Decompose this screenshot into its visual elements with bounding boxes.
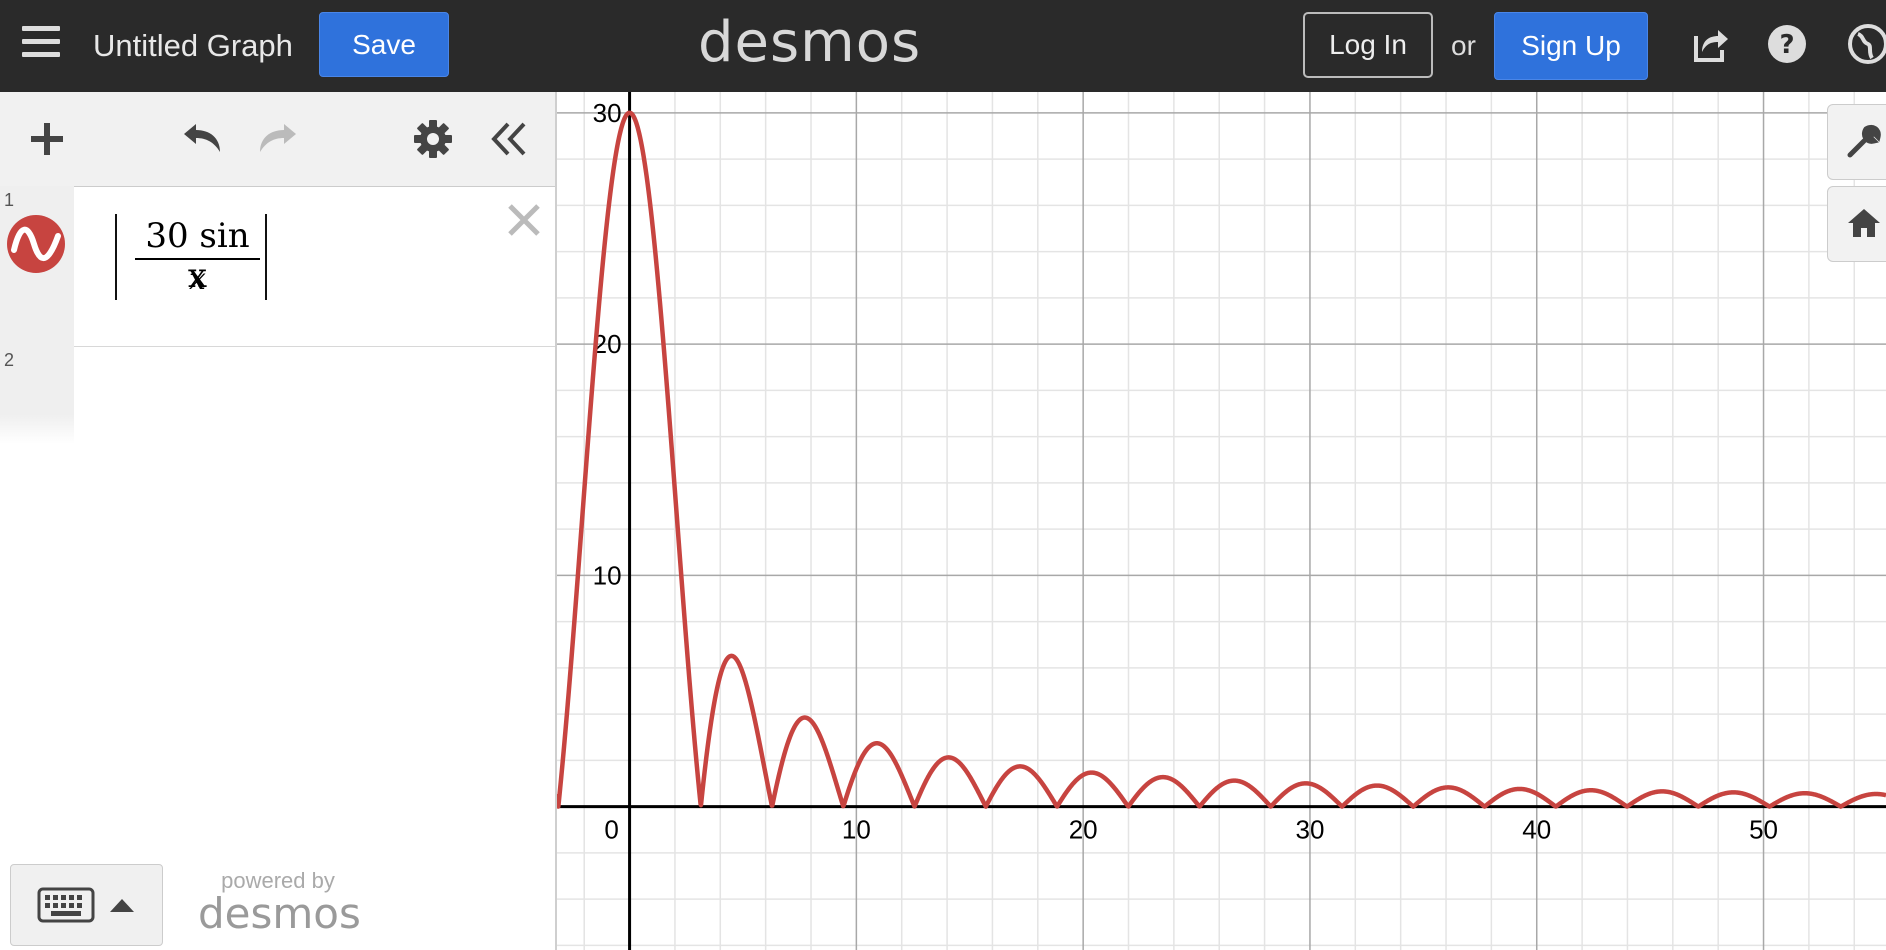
x-tick-label: 10 <box>842 815 871 845</box>
abs-bar-right <box>265 214 267 300</box>
login-button[interactable]: Log In <box>1303 12 1433 78</box>
expression-index: 2 <box>4 350 15 370</box>
expression-row-empty[interactable]: 2 <box>0 346 555 444</box>
graph-title[interactable]: Untitled Graph <box>93 28 293 63</box>
top-bar: Untitled Graph Save desmos Log In or Sig… <box>0 0 1886 92</box>
collapse-panel-icon[interactable] <box>490 120 528 158</box>
help-icon[interactable]: ? <box>1765 22 1809 66</box>
expression-list-panel: 1 30 sin x x 2 <box>0 92 557 950</box>
graph-settings-button[interactable] <box>1827 104 1886 180</box>
home-view-button[interactable] <box>1827 186 1886 262</box>
y-tick-label: 30 <box>593 98 622 128</box>
expression-gutter: 2 <box>0 346 74 444</box>
desmos-logo: desmos <box>698 10 922 75</box>
x-tick-label: 50 <box>1749 815 1778 845</box>
menu-icon[interactable] <box>22 26 60 60</box>
svg-text:?: ? <box>1779 30 1794 60</box>
keyboard-icon <box>37 887 95 923</box>
fraction-denominator: x <box>189 262 206 297</box>
powered-by-label: powered by <box>221 868 335 893</box>
x-tick-label: 30 <box>1295 815 1324 845</box>
delete-icon[interactable] <box>506 202 542 238</box>
or-label: or <box>1451 30 1476 61</box>
expression-gutter: 1 <box>0 186 74 346</box>
home-icon <box>1848 209 1880 237</box>
powered-by-brand: desmos <box>198 889 361 938</box>
x-tick-label: 40 <box>1522 815 1551 845</box>
powered-by-desmos: powered by desmos <box>198 868 361 938</box>
x-tick-label: 20 <box>1069 815 1098 845</box>
caret-up-icon <box>110 899 134 912</box>
save-button[interactable]: Save <box>319 12 449 77</box>
y-tick-label: 10 <box>593 560 622 590</box>
language-icon[interactable] <box>1846 22 1886 66</box>
signup-button[interactable]: Sign Up <box>1494 12 1648 80</box>
share-icon[interactable] <box>1688 22 1732 66</box>
fraction-bar <box>135 258 260 260</box>
redo-icon[interactable] <box>256 120 302 156</box>
expression-toolbar <box>0 92 555 187</box>
expression-index: 1 <box>4 190 15 210</box>
wrench-icon <box>1847 124 1881 158</box>
add-icon[interactable] <box>28 120 66 158</box>
function-curve <box>557 110 1886 809</box>
expression-row[interactable]: 1 30 sin x x <box>0 186 555 347</box>
sine-wave-icon[interactable] <box>6 214 66 274</box>
fraction-numerator: 30 sin x <box>145 216 250 296</box>
settings-icon[interactable] <box>412 118 454 160</box>
graph-canvas[interactable]: 0 10 20 30 40 50 10 20 30 <box>557 92 1886 950</box>
abs-bar-left <box>115 214 117 300</box>
keyboard-toggle-button[interactable] <box>10 864 163 946</box>
x-tick-label: 0 <box>604 815 618 845</box>
math-expression[interactable]: 30 sin x x <box>115 214 285 304</box>
undo-icon[interactable] <box>178 120 224 156</box>
